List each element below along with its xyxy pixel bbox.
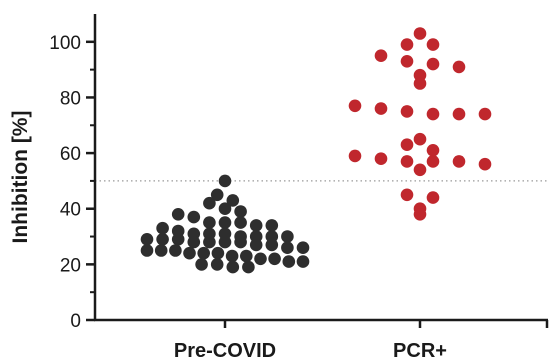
data-point — [374, 152, 388, 165]
data-point — [187, 210, 201, 224]
data-point — [426, 38, 440, 51]
data-point — [348, 99, 362, 113]
data-point — [400, 105, 414, 118]
data-point — [400, 55, 414, 68]
data-point — [171, 208, 185, 221]
data-point — [348, 149, 362, 163]
data-point — [281, 241, 294, 254]
data-point — [296, 255, 310, 268]
data-point — [426, 191, 440, 204]
data-point — [154, 244, 168, 257]
data-point — [249, 238, 263, 252]
data-point — [478, 107, 492, 121]
data-point — [140, 233, 154, 246]
y-tick-label: 20 — [60, 255, 81, 276]
data-point — [225, 249, 239, 263]
data-point — [195, 258, 208, 271]
data-point — [426, 155, 440, 168]
data-point — [282, 255, 296, 268]
data-point — [218, 202, 232, 215]
data-point — [140, 244, 154, 257]
data-point — [210, 258, 224, 271]
data-point — [426, 57, 440, 71]
y-tick-label: 100 — [49, 33, 81, 54]
data-point — [478, 157, 492, 171]
data-point — [296, 241, 310, 254]
data-point — [400, 188, 414, 202]
data-point — [210, 188, 224, 202]
data-point — [413, 27, 427, 40]
data-point — [218, 174, 232, 188]
data-point — [281, 230, 294, 243]
data-point — [374, 102, 388, 115]
data-point — [413, 77, 427, 90]
data-point — [413, 163, 427, 177]
data-point — [203, 216, 216, 229]
data-point — [254, 252, 267, 266]
data-point — [413, 132, 427, 146]
x-axis: Pre-COVID PCR+ — [94, 318, 549, 361]
data-point — [211, 246, 225, 260]
y-tick-label: 80 — [60, 88, 81, 109]
data-point — [400, 138, 414, 151]
data-point — [218, 216, 232, 229]
data-point — [187, 235, 201, 249]
data-point — [203, 196, 216, 210]
data-point — [242, 260, 255, 274]
data-point — [218, 235, 232, 249]
data-point — [413, 208, 427, 221]
data-point — [426, 107, 440, 121]
data-point — [197, 246, 210, 260]
data-point — [203, 235, 216, 249]
data-point — [452, 60, 466, 74]
y-axis-title: Inhibition [%] — [9, 111, 32, 244]
data-point — [156, 233, 169, 246]
data-point — [426, 144, 440, 157]
data-point — [226, 194, 240, 207]
data-point — [240, 249, 253, 263]
data-point — [265, 238, 279, 252]
x-tick-label: PCR+ — [393, 340, 447, 361]
data-point — [265, 219, 279, 232]
data-point — [234, 216, 247, 229]
data-point — [171, 233, 185, 246]
data-point — [374, 49, 388, 62]
data-point — [156, 221, 169, 235]
data-point — [400, 38, 414, 51]
data-point — [249, 219, 263, 232]
y-tick-label: 0 — [70, 311, 81, 332]
data-point — [183, 246, 196, 260]
x-tick-label: Pre-COVID — [174, 340, 276, 361]
data-point — [400, 155, 414, 168]
data-point — [452, 107, 466, 121]
data-point — [226, 260, 240, 274]
y-axis: 0 20 40 60 80 100 — [49, 14, 97, 332]
y-tick-label: 40 — [60, 200, 81, 221]
data-point — [234, 205, 247, 218]
data-point — [234, 235, 247, 249]
data-points — [140, 27, 492, 274]
data-point — [268, 252, 281, 266]
data-point — [169, 244, 182, 257]
data-point — [452, 155, 466, 168]
y-tick-label: 60 — [60, 144, 81, 165]
